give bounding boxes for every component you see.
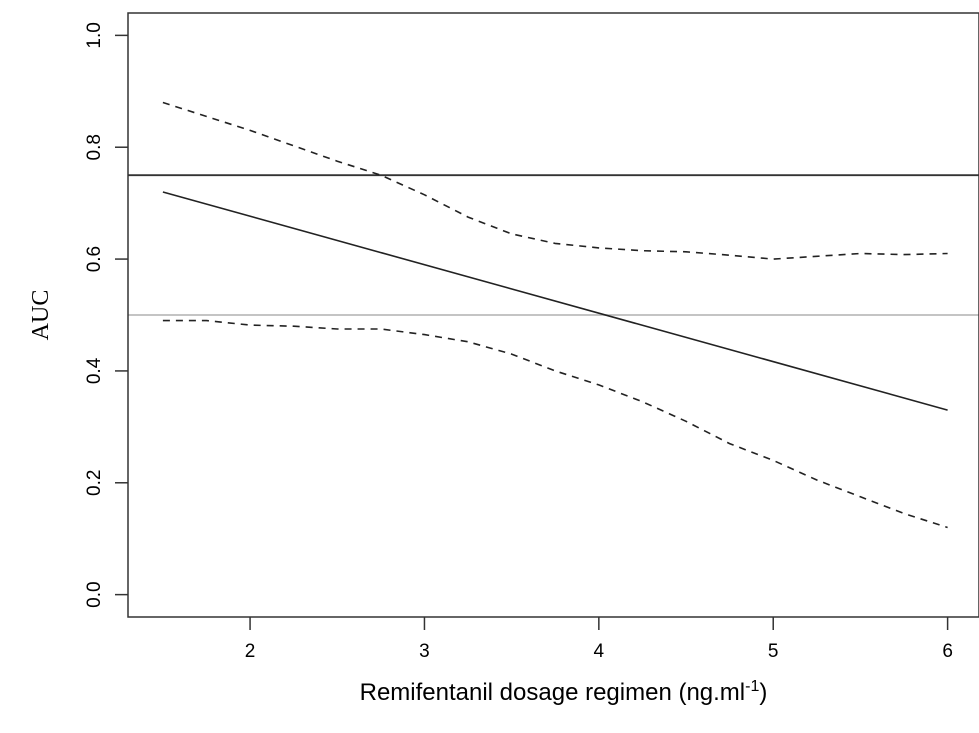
x-axis: 2 3 4 5 6 (245, 617, 953, 662)
reference-lines (128, 174, 979, 316)
y-tick-label: 0.8 (84, 134, 105, 160)
y-tick-label: 0.0 (84, 581, 105, 607)
x-axis-label-main: Remifentanil dosage regimen (ng.ml (360, 679, 746, 706)
x-tick-label: 3 (419, 641, 430, 662)
y-tick-label: 0.2 (84, 470, 105, 496)
x-tick-label: 5 (768, 641, 779, 662)
series-line-lower-bound (162, 319, 948, 529)
plot-frame (127, 12, 979, 618)
series-line-upper-bound (162, 101, 948, 260)
y-tick-label: 0.6 (84, 246, 105, 272)
x-tick-label: 4 (594, 641, 605, 662)
series-layer (162, 101, 948, 529)
x-tick-label: 6 (942, 641, 953, 662)
y-axis-label: AUC (28, 290, 54, 341)
y-tick-label: 0.4 (84, 357, 105, 384)
x-tick-label: 2 (245, 641, 256, 662)
x-axis-label-superscript: -1 (745, 678, 759, 695)
series-line-estimate (162, 191, 948, 411)
x-axis-label: Remifentanil dosage regimen (ng.ml-1) (360, 678, 768, 706)
x-axis-label-suffix: ) (759, 679, 767, 706)
y-axis: 0.0 0.2 0.4 0.6 0.8 1.0 (84, 22, 128, 608)
y-tick-label: 1.0 (84, 22, 105, 48)
